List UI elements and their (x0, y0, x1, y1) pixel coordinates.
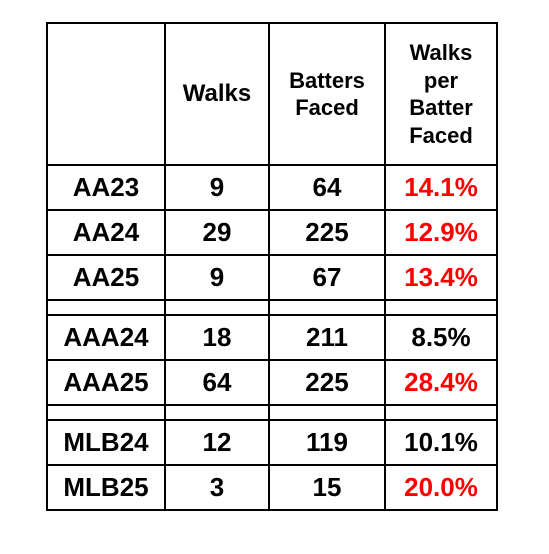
rate-cell: 8.5% (384, 314, 498, 361)
header-walks-per-batter-faced: Walks per Batter Faced (384, 22, 498, 166)
separator-cell (268, 404, 386, 421)
header-rate-line2: per (423, 67, 459, 93)
header-rate-line4: Faced (409, 122, 473, 148)
header-walks: Walks (164, 22, 270, 166)
header-rate-line3: Batter (409, 95, 473, 120)
batters-faced-cell: 67 (268, 254, 386, 301)
separator-cell (46, 404, 166, 421)
rate-cell: 14.1% (384, 164, 498, 211)
walks-cell: 18 (164, 314, 270, 361)
row-label: MLB25 (46, 464, 166, 511)
table-row: AA23 9 64 14.1% (46, 164, 498, 211)
row-label: AAA24 (46, 314, 166, 361)
separator-cell (268, 299, 386, 316)
row-label: AA25 (46, 254, 166, 301)
batters-faced-cell: 225 (268, 359, 386, 406)
rate-cell: 20.0% (384, 464, 498, 511)
rate-cell: 13.4% (384, 254, 498, 301)
row-label: AA24 (46, 209, 166, 256)
walks-cell: 9 (164, 254, 270, 301)
walks-cell: 9 (164, 164, 270, 211)
table-row: AA25 9 67 13.4% (46, 254, 498, 301)
table-row: MLB25 3 15 20.0% (46, 464, 498, 511)
row-label: AAA25 (46, 359, 166, 406)
group-separator-row (46, 299, 498, 316)
row-label: AA23 (46, 164, 166, 211)
separator-cell (164, 299, 270, 316)
corner-cell (46, 22, 166, 166)
header-row: Walks Batters Faced Walks per Batter Faced (46, 22, 498, 166)
separator-cell (384, 299, 498, 316)
batters-faced-cell: 64 (268, 164, 386, 211)
header-batters-faced: Batters Faced (268, 22, 386, 166)
batters-faced-cell: 15 (268, 464, 386, 511)
group-separator-row (46, 404, 498, 421)
batters-faced-cell: 225 (268, 209, 386, 256)
table-row: AAA24 18 211 8.5% (46, 314, 498, 361)
rate-cell: 10.1% (384, 419, 498, 466)
separator-cell (384, 404, 498, 421)
rate-cell: 28.4% (384, 359, 498, 406)
header-batters-faced-line2: Faced (295, 95, 359, 120)
walks-cell: 12 (164, 419, 270, 466)
table-row: AAA25 64 225 28.4% (46, 359, 498, 406)
walks-stats-table: Walks Batters Faced Walks per Batter Faced A… (46, 22, 498, 511)
row-label: MLB24 (46, 419, 166, 466)
batters-faced-cell: 119 (268, 419, 386, 466)
header-rate-line1: Walks (409, 40, 473, 65)
walks-cell: 3 (164, 464, 270, 511)
separator-cell (164, 404, 270, 421)
table-row: AA24 29 225 12.9% (46, 209, 498, 256)
separator-cell (46, 299, 166, 316)
walks-cell: 29 (164, 209, 270, 256)
walks-cell: 64 (164, 359, 270, 406)
batters-faced-cell: 211 (268, 314, 386, 361)
table-row: MLB24 12 119 10.1% (46, 419, 498, 466)
rate-cell: 12.9% (384, 209, 498, 256)
header-batters-faced-line1: Batters (289, 67, 365, 93)
